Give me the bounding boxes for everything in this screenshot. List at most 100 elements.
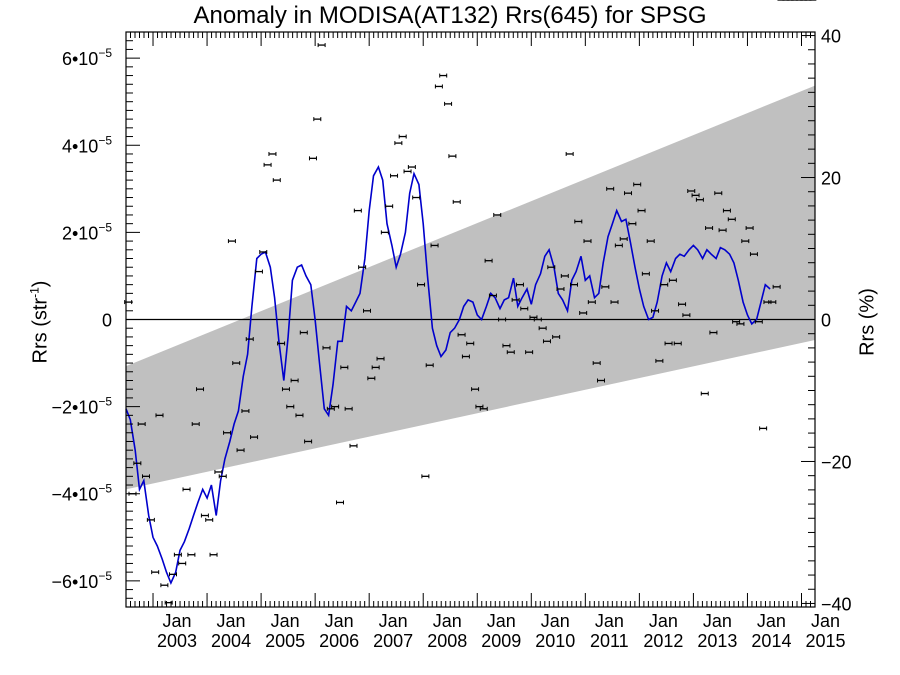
data-point	[403, 169, 412, 174]
data-point	[556, 287, 565, 292]
y2-tick-label: 0	[821, 311, 831, 331]
data-point	[191, 422, 200, 427]
x-tick-label-year: 2006	[319, 631, 359, 651]
y-axis-label-left-end: )	[29, 280, 52, 288]
data-point	[601, 284, 610, 289]
data-point	[322, 345, 331, 350]
data-point	[344, 406, 353, 411]
data-point	[668, 278, 677, 283]
data-point	[245, 337, 254, 342]
data-point	[515, 282, 524, 287]
data-point	[520, 306, 529, 311]
data-point	[471, 387, 480, 392]
data-point	[363, 308, 372, 313]
data-point	[678, 302, 687, 307]
data-point	[335, 500, 344, 505]
x-tick-label-month: Jan	[379, 611, 408, 631]
y-tick-label-base: 2•10	[62, 223, 98, 243]
x-tick-label-year: 2011	[590, 631, 629, 651]
data-point	[439, 73, 448, 78]
data-point	[133, 461, 142, 466]
data-point	[610, 300, 619, 305]
x-tick-label-month: Jan	[811, 611, 840, 631]
data-point	[286, 404, 295, 409]
x-tick-label-month: Jan	[541, 611, 570, 631]
y-tick-label-exponent: −5	[98, 395, 112, 409]
x-tick-label-year: 2015	[805, 631, 845, 651]
data-point	[304, 439, 313, 444]
data-point	[606, 186, 615, 191]
data-point	[169, 572, 178, 577]
smoothed-anomaly-line	[125, 165, 771, 586]
data-point	[565, 151, 574, 156]
data-point	[583, 239, 592, 244]
data-point	[326, 406, 335, 411]
data-point	[687, 188, 696, 193]
data-point	[417, 282, 426, 287]
x-tick-label-year: 2012	[643, 631, 683, 651]
x-tick-label-month: Jan	[217, 611, 246, 631]
data-point	[488, 293, 497, 298]
data-point	[385, 204, 394, 209]
data-point	[430, 243, 439, 248]
data-point	[317, 43, 326, 48]
data-point	[457, 332, 466, 337]
data-point	[597, 378, 606, 383]
data-point	[479, 406, 488, 411]
data-point	[232, 361, 241, 366]
x-tick-label-month: Jan	[433, 611, 462, 631]
y-tick-label: −6•10−5	[51, 569, 112, 592]
data-point	[732, 319, 741, 324]
data-point	[705, 226, 714, 231]
x-tick-label-month: Jan	[325, 611, 354, 631]
data-point	[759, 426, 768, 431]
y-tick-label-exponent: −5	[98, 133, 112, 147]
data-point	[380, 230, 389, 235]
data-point	[299, 330, 308, 335]
y-tick-label-base: −2•10	[51, 398, 98, 418]
data-point	[448, 154, 457, 159]
data-point	[390, 173, 399, 178]
data-point	[691, 193, 700, 198]
y-axis-label-left-sup: -1	[27, 287, 42, 298]
data-point	[538, 326, 547, 331]
data-point	[619, 236, 628, 241]
data-point	[498, 317, 507, 322]
y-tick-label-exponent: −5	[98, 220, 112, 234]
confidence-band-layer	[126, 85, 815, 490]
data-point	[340, 365, 349, 370]
data-point	[506, 350, 515, 355]
data-point	[295, 413, 304, 418]
y2-tick-label: 20	[821, 169, 841, 189]
data-point	[493, 212, 502, 217]
data-point	[263, 162, 272, 167]
data-point	[529, 315, 538, 320]
data-point	[502, 343, 511, 348]
data-point	[398, 134, 407, 139]
data-point	[308, 156, 317, 161]
data-point	[146, 517, 155, 522]
data-point	[511, 297, 520, 302]
x-tick-label-year: 2005	[265, 631, 305, 651]
data-point	[754, 319, 763, 324]
data-points-layer	[124, 0, 817, 605]
data-point	[592, 361, 601, 366]
data-point	[259, 249, 268, 254]
x-tick-label-month: Jan	[163, 611, 192, 631]
data-point	[768, 300, 777, 305]
data-point	[646, 239, 655, 244]
x-tick-label-month: Jan	[487, 611, 516, 631]
data-point	[772, 284, 781, 289]
x-tick-label-month: Jan	[271, 611, 300, 631]
data-point	[461, 354, 470, 359]
data-point	[281, 387, 290, 392]
data-point	[525, 350, 534, 355]
x-tick-label-month: Jan	[757, 611, 786, 631]
data-point	[236, 448, 245, 453]
y-tick-label: 2•10−5	[62, 220, 112, 243]
data-point	[444, 101, 453, 106]
data-point	[682, 313, 691, 318]
data-point	[141, 474, 150, 479]
data-point	[434, 84, 443, 89]
y-tick-label-exponent: −5	[98, 482, 112, 496]
